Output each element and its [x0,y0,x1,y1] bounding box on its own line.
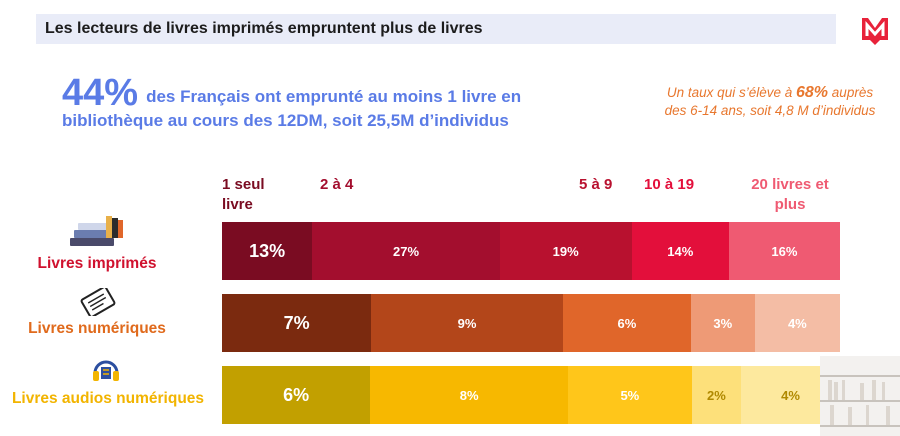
side-note-prefix: Un taux qui s’élève à [666,85,793,100]
bar-segment: 8% [370,366,569,424]
category-label: 2 à 4 [320,176,354,193]
books-icon [70,216,123,246]
row-label: Livres numériques [28,320,166,337]
side-note-rest: auprès des 6-14 ans, soit 4,8 M d’indivi… [664,85,876,118]
headline: 44% des Français ont emprunté au moins 1 … [62,74,622,133]
title-bar: Les lecteurs de livres imprimés emprunte… [36,14,836,44]
bar-segment: 4% [754,294,840,352]
bar-1: 13% 27% 19% 14% 16% [222,222,840,280]
bar-segment: 13% [222,222,313,280]
bar-2: 7% 9% 6% 3% 4% [222,294,840,352]
category-label: 10 à 19 [644,176,695,193]
bar-segment: 2% [691,366,742,424]
bar-segment: 6% [562,294,691,352]
bar-segment: 6% [222,366,371,424]
side-note: Un taux qui s’élève à 68% auprès des 6-1… [655,84,885,120]
bar-segment: 9% [371,294,563,352]
bar-segment: 27% [312,222,500,280]
category-label: 1 seul livre [222,176,265,213]
bar-segment: 19% [499,222,632,280]
bar-segment: 5% [568,366,692,424]
bar-segment: 14% [631,222,729,280]
side-note-accent: 68% [796,84,829,101]
category-label: 20 livres et plus [751,176,829,213]
bar-segment: 3% [690,294,755,352]
logo-icon [862,18,888,45]
row-label: Livres audios numériques [11,390,205,407]
bar-segment: 7% [222,294,372,352]
bar-3: 6% 8% 5% 2% 4% [222,366,840,424]
headline-percent: 44% [62,72,139,114]
bookshelf-decoration [820,356,900,436]
category-label: 5 à 9 [579,176,613,193]
row-label: Livres imprimés [37,255,157,272]
headphones-icon [93,360,119,381]
ereader-icon [80,288,116,316]
headline-text: des Français ont emprunté au moins 1 liv… [62,87,522,130]
bar-segment: 16% [728,222,840,280]
page-title: Les lecteurs de livres imprimés emprunte… [45,20,483,37]
